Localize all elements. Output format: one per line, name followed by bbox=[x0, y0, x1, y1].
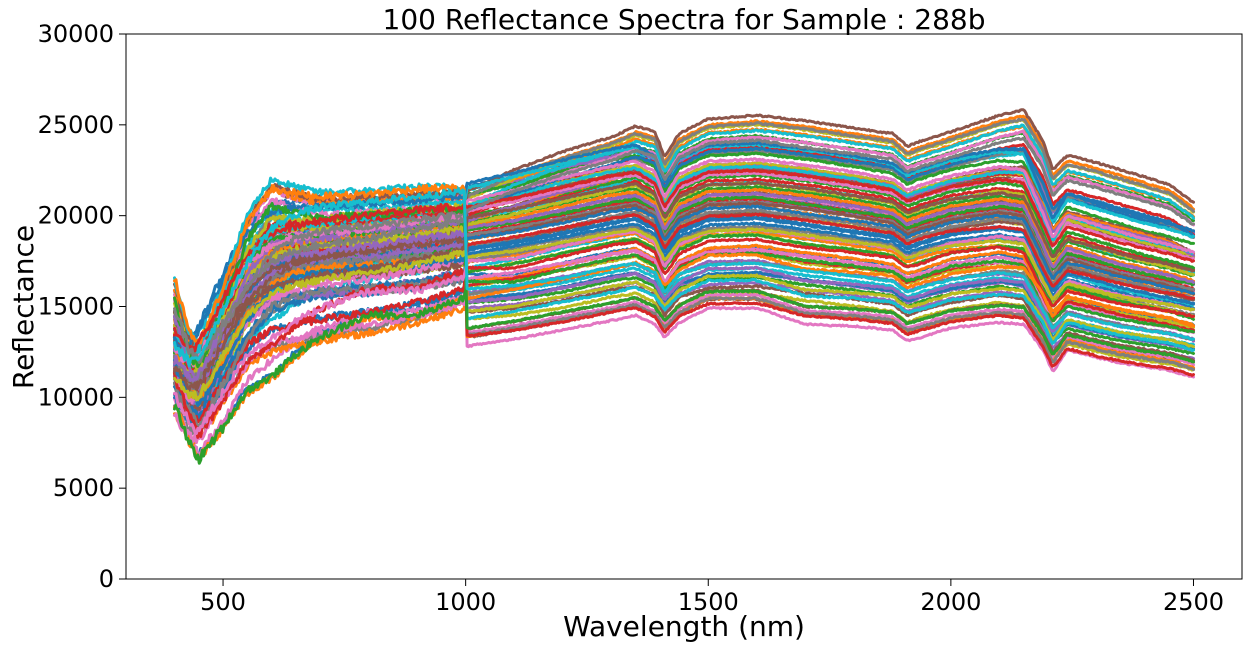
spectrum-line bbox=[173, 136, 1195, 364]
y-tick-label: 5000 bbox=[53, 474, 114, 502]
y-tick-label: 0 bbox=[99, 565, 114, 593]
y-tick-label: 25000 bbox=[38, 111, 114, 139]
x-tick-label: 500 bbox=[200, 588, 246, 616]
y-axis: 0 5000 10000 15000 20000 25000 30000 bbox=[38, 20, 126, 593]
x-axis-label: Wavelength (nm) bbox=[563, 610, 805, 643]
x-tick-label: 2000 bbox=[920, 588, 981, 616]
spectrum-line bbox=[173, 227, 1195, 402]
plot-area bbox=[173, 108, 1195, 465]
spectrum-line bbox=[173, 183, 1195, 345]
x-axis: 500 1000 1500 2000 2500 bbox=[200, 579, 1224, 616]
spectrum-line bbox=[173, 212, 1195, 424]
y-tick-label: 30000 bbox=[38, 20, 114, 48]
y-tick-label: 10000 bbox=[38, 383, 114, 411]
spectrum-line bbox=[173, 187, 1195, 368]
y-axis-label: Reflectance bbox=[7, 225, 40, 389]
spectrum-line bbox=[173, 202, 1195, 374]
spectrum-line bbox=[173, 191, 1195, 383]
y-tick-label: 20000 bbox=[38, 202, 114, 230]
x-tick-label: 1500 bbox=[678, 588, 739, 616]
spectrum-line bbox=[173, 181, 1195, 392]
y-tick-label: 15000 bbox=[38, 293, 114, 321]
spectrum-line bbox=[173, 168, 1195, 354]
chart-title: 100 Reflectance Spectra for Sample : 288… bbox=[383, 3, 986, 36]
spectrum-line bbox=[173, 227, 1195, 435]
x-tick-label: 1000 bbox=[435, 588, 496, 616]
spectrum-line bbox=[173, 201, 1195, 388]
spectrum-line bbox=[173, 157, 1195, 368]
x-tick-label: 2500 bbox=[1163, 588, 1224, 616]
